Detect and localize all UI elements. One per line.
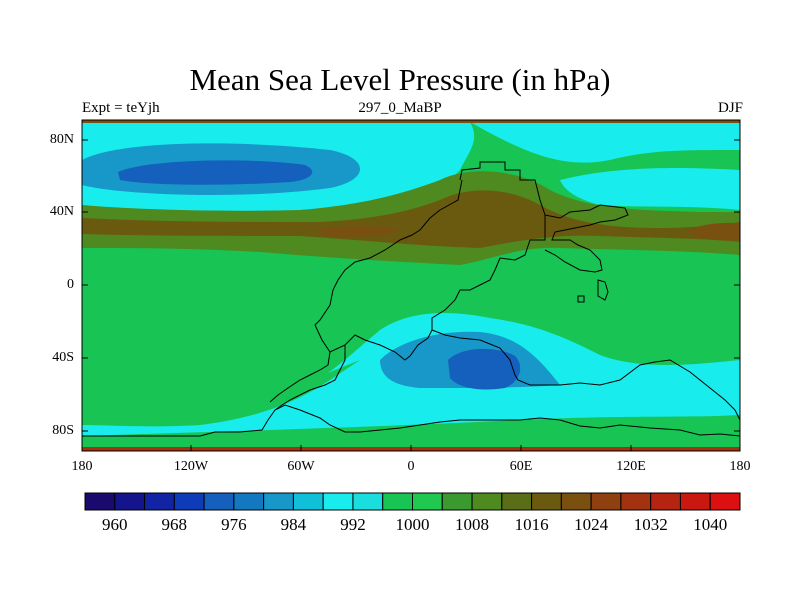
colorbar-swatch <box>173 492 205 511</box>
colorbar-label: 1040 <box>693 515 728 534</box>
colorbar-swatch <box>501 492 533 511</box>
colorbar-label: 992 <box>340 515 366 534</box>
colorbar-swatch <box>382 492 414 511</box>
colorbar-swatch <box>590 492 622 511</box>
colorbar-swatch <box>203 492 235 511</box>
lon-tick-60w: 60W <box>287 459 315 474</box>
colorbar-swatch <box>352 492 384 511</box>
colorbar-label: 1000 <box>395 515 430 534</box>
subtropical-high-core <box>82 190 740 248</box>
season-label: DJF <box>717 100 743 116</box>
continent-outline-south <box>269 345 346 411</box>
lon-tick-0: 0 <box>407 459 415 474</box>
colorbar-swatch <box>531 492 562 511</box>
colorbar-swatch <box>679 492 711 511</box>
colorbar <box>84 492 741 511</box>
lon-tick-60e: 60E <box>509 459 533 474</box>
colorbar-swatch <box>144 492 175 511</box>
period-label: 297_0_MaBP <box>358 100 442 116</box>
colorbar-label: 1024 <box>574 515 609 534</box>
lat-tick-40s: 40S <box>52 350 74 365</box>
colorbar-swatch <box>441 492 473 511</box>
colorbar-swatch <box>322 492 354 511</box>
colorbar-label: 960 <box>102 515 128 534</box>
colorbar-label: 976 <box>221 515 247 534</box>
east-north-low <box>560 168 740 210</box>
colorbar-label: 1008 <box>455 515 489 534</box>
plot-title: Mean Sea Level Pressure (in hPa) <box>189 62 611 97</box>
lon-tick-120e: 120E <box>616 459 646 474</box>
colorbar-swatch <box>620 492 652 511</box>
small-island <box>577 279 609 303</box>
lat-tick-40n: 40N <box>49 204 74 219</box>
lon-tick-180w: 180 <box>71 459 93 474</box>
south-subpolar-band <box>82 415 740 451</box>
lon-tick-180e: 180 <box>729 459 751 474</box>
south-low-core <box>448 348 521 390</box>
colorbar-swatch <box>84 492 116 511</box>
continent-outline-east <box>544 204 629 273</box>
colorbar-swatch <box>709 492 741 511</box>
lat-tick-80n: 80N <box>49 132 74 147</box>
lon-tick-120w: 120W <box>173 459 209 474</box>
colorbar-label: 968 <box>161 515 188 534</box>
colorbar-swatch <box>292 492 324 511</box>
lat-tick-80s: 80S <box>52 423 74 438</box>
colorbar-swatch <box>114 492 146 511</box>
continent-outline <box>82 161 740 437</box>
tick-marks <box>82 139 740 451</box>
colorbar-swatch <box>263 492 294 511</box>
lat-tick-0: 0 <box>67 277 74 292</box>
colorbar-swatch <box>233 492 265 511</box>
continent-outline-west <box>314 179 463 361</box>
colorbar-swatch <box>650 492 681 511</box>
colorbar-swatch <box>412 492 443 511</box>
colorbar-label: 1032 <box>633 515 668 534</box>
experiment-label: Expt = teYjh <box>82 100 160 116</box>
colorbar-label: 984 <box>280 515 307 534</box>
colorbar-swatch <box>471 492 503 511</box>
colorbar-label: 1016 <box>514 515 549 534</box>
colorbar-swatch <box>560 492 592 511</box>
south-ocean-band <box>82 360 360 427</box>
north-low-core <box>118 160 313 185</box>
